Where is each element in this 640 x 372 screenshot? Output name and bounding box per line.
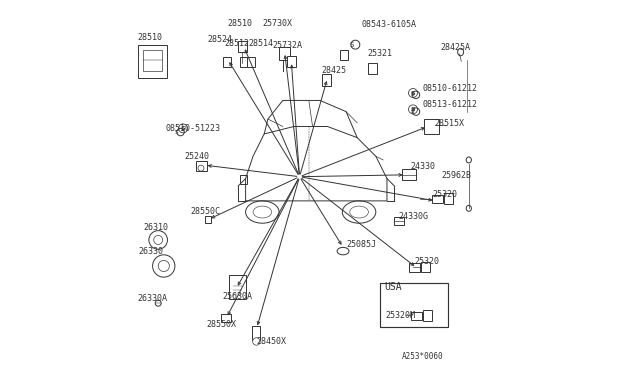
Bar (411, 312, 422, 320)
Bar (423, 310, 433, 321)
Ellipse shape (158, 260, 170, 272)
Text: 28512: 28512 (225, 39, 250, 48)
Ellipse shape (154, 235, 163, 244)
Bar (205, 216, 211, 223)
Bar (240, 57, 248, 67)
Text: 25240: 25240 (184, 153, 209, 161)
Text: S: S (180, 126, 186, 131)
Bar (421, 262, 431, 272)
Text: S: S (410, 109, 414, 114)
Ellipse shape (156, 300, 161, 306)
Bar (410, 263, 420, 272)
Ellipse shape (253, 206, 271, 218)
Text: 24330: 24330 (410, 162, 435, 171)
Bar (223, 57, 232, 67)
Bar (196, 161, 207, 171)
Bar (369, 63, 376, 74)
Text: 28550C: 28550C (191, 207, 221, 216)
Ellipse shape (253, 338, 260, 345)
Text: 28550X: 28550X (207, 320, 236, 329)
Text: S: S (349, 42, 354, 48)
Text: 28450X: 28450X (256, 337, 286, 346)
Text: 26330A: 26330A (137, 294, 167, 303)
Ellipse shape (351, 40, 360, 49)
Text: S: S (411, 107, 415, 112)
Text: 28510: 28510 (138, 33, 163, 42)
Ellipse shape (198, 165, 204, 171)
Bar (431, 195, 443, 203)
Bar (138, 45, 168, 78)
Text: 08510-61212: 08510-61212 (422, 84, 477, 93)
Bar (340, 50, 348, 60)
Text: 26310: 26310 (144, 223, 169, 232)
Bar (424, 119, 439, 134)
Text: S: S (410, 92, 414, 97)
Bar (380, 283, 449, 327)
Ellipse shape (177, 128, 184, 136)
Bar (252, 326, 260, 340)
Text: 28514: 28514 (248, 39, 273, 48)
Text: 25085J: 25085J (346, 240, 376, 249)
Text: 28515X: 28515X (435, 119, 465, 128)
Ellipse shape (412, 91, 420, 99)
Text: 28524: 28524 (207, 35, 232, 44)
Text: 08513-61212: 08513-61212 (422, 100, 477, 109)
Bar (143, 50, 162, 71)
Ellipse shape (149, 231, 168, 249)
Bar (240, 175, 246, 184)
Text: 25732A: 25732A (273, 41, 303, 50)
Text: 08510-51223: 08510-51223 (166, 124, 221, 133)
Bar (279, 46, 291, 60)
Bar (402, 169, 416, 180)
Bar (394, 217, 404, 225)
Text: 08543-6105A: 08543-6105A (362, 20, 417, 29)
Text: 25320: 25320 (433, 190, 458, 199)
Text: 28510: 28510 (228, 19, 253, 28)
Ellipse shape (412, 108, 420, 115)
Ellipse shape (337, 247, 349, 255)
Text: 25320: 25320 (414, 257, 439, 266)
Text: 25962B: 25962B (442, 171, 472, 180)
Text: 25730X: 25730X (262, 19, 292, 28)
Ellipse shape (152, 255, 175, 277)
Text: 28425: 28425 (321, 66, 346, 75)
Ellipse shape (466, 205, 472, 211)
Bar (322, 74, 331, 86)
Bar (248, 57, 255, 67)
Ellipse shape (246, 201, 279, 223)
Text: USA: USA (385, 282, 403, 292)
Ellipse shape (458, 48, 463, 56)
Ellipse shape (349, 206, 369, 218)
Bar (221, 314, 231, 322)
Ellipse shape (466, 157, 472, 163)
Bar (238, 41, 248, 52)
Bar (229, 275, 246, 299)
Text: 25630A: 25630A (223, 292, 252, 301)
Bar (444, 193, 453, 204)
Text: 25320M: 25320M (385, 311, 415, 320)
Text: A253*0060: A253*0060 (402, 352, 444, 361)
Text: 24330G: 24330G (398, 212, 428, 221)
Text: 28425A: 28425A (441, 43, 471, 52)
Text: 26330: 26330 (139, 247, 164, 256)
Text: S: S (411, 90, 415, 96)
Ellipse shape (342, 201, 376, 223)
Bar (287, 56, 296, 67)
Text: S: S (175, 129, 179, 135)
Text: 25321: 25321 (367, 49, 392, 58)
